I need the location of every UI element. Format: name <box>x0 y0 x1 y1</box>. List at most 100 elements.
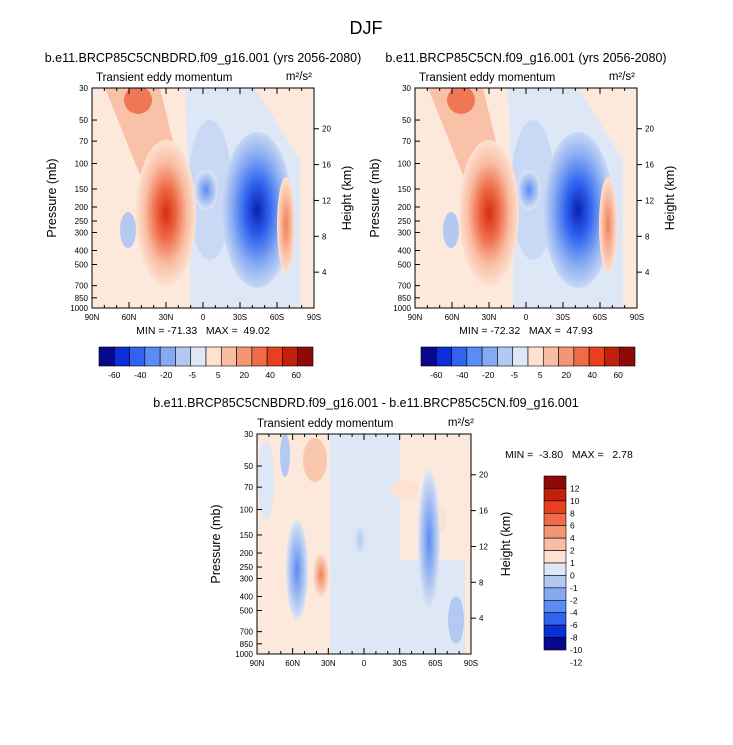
x-tick-label: 60S <box>593 313 607 322</box>
colorbar-swatch <box>543 612 567 626</box>
height-tick-label: 16 <box>322 161 331 170</box>
colorbar-label: 5 <box>216 370 221 380</box>
colorbar-label: -6 <box>570 620 578 630</box>
height-tick-label: 8 <box>645 232 650 241</box>
x-tick-label: 60S <box>428 659 442 668</box>
y-tick-label: 700 <box>398 282 412 291</box>
colorbar-label: -4 <box>570 608 578 618</box>
height-tick-label: 12 <box>479 542 488 551</box>
colorbar-swatch <box>98 346 115 367</box>
colorbar-label: 0 <box>570 570 575 580</box>
height-tick-label: 4 <box>645 268 650 277</box>
colorbar-label: 12 <box>570 483 580 493</box>
y-tick-label: 700 <box>240 628 254 637</box>
height-tick-label: 20 <box>479 471 488 480</box>
panel-2-units: m²/s² <box>609 71 635 83</box>
colorbar-swatch <box>543 637 567 651</box>
panel-2-x-ticks: 90N 60N 30N 0 30S 60S 90S <box>408 88 644 322</box>
panel-1-min-center <box>222 132 292 288</box>
colorbar-swatch <box>543 537 567 551</box>
colorbar-label: 40 <box>587 370 597 380</box>
y-tick-label: 250 <box>240 563 254 572</box>
colorbar-swatch <box>451 346 468 367</box>
y-tick-label: 70 <box>402 137 411 146</box>
colorbar-label: -1 <box>570 583 578 593</box>
panel-1-colorbar: -60 -40 -20 -5 5 20 40 60 <box>98 346 314 380</box>
y-tick-label: 150 <box>398 185 412 194</box>
colorbar-label: -60 <box>430 370 443 380</box>
panel-1-ylabel-right: Height (km) <box>340 166 354 231</box>
colorbar-label: -60 <box>108 370 121 380</box>
height-tick-label: 4 <box>322 268 327 277</box>
y-tick-label: 300 <box>75 228 89 237</box>
x-tick-label: 30S <box>393 659 407 668</box>
x-tick-label: 30N <box>321 659 336 668</box>
colorbar-swatch <box>420 346 437 367</box>
colorbar-swatch <box>144 346 161 367</box>
colorbar-swatch <box>543 587 567 601</box>
panel-1: b.e11.BRCP85C5CNBDRD.f09_g16.001 (yrs 20… <box>45 51 362 380</box>
y-tick-label: 150 <box>240 531 254 540</box>
panel-3-field <box>257 434 471 654</box>
panel-3-stats: MIN = -3.80 MAX = 2.78 <box>505 449 633 461</box>
colorbar-swatch <box>266 346 283 367</box>
colorbar-swatch <box>175 346 192 367</box>
y-tick-label: 200 <box>75 203 89 212</box>
colorbar-swatch <box>558 346 575 367</box>
panel-1-height-ticks: 20 16 12 8 4 <box>314 125 331 277</box>
colorbar-label: 8 <box>570 508 575 518</box>
height-tick-label: 8 <box>322 232 327 241</box>
x-tick-label: 90S <box>464 659 478 668</box>
x-tick-label: 0 <box>362 659 367 668</box>
y-tick-label: 150 <box>75 185 89 194</box>
y-tick-label: 300 <box>398 228 412 237</box>
panel-2-ylabel-right: Height (km) <box>663 166 677 231</box>
panel-3-ylabel: Pressure (mb) <box>209 504 223 583</box>
panel-2-max-center <box>459 140 519 286</box>
panel-1-subtitle: Transient eddy momentum <box>96 72 232 84</box>
colorbar-label: 6 <box>570 521 575 531</box>
colorbar-swatch <box>113 346 130 367</box>
panel-3-x-ticks: 90N 60N 30N 0 30S 60S 90S <box>250 434 478 668</box>
height-tick-label: 20 <box>322 125 331 134</box>
height-tick-label: 12 <box>645 196 654 205</box>
panel-3-height-ticks: 20 16 12 8 4 <box>471 471 488 623</box>
height-tick-label: 8 <box>479 578 484 587</box>
x-tick-label: 90S <box>630 313 644 322</box>
x-tick-label: 90S <box>307 313 321 322</box>
y-tick-label: 300 <box>240 574 254 583</box>
colorbar-label: -8 <box>570 633 578 643</box>
panel-2-subtitle: Transient eddy momentum <box>419 72 555 84</box>
colorbar-swatch <box>543 575 567 589</box>
colorbar-swatch <box>481 346 498 367</box>
colorbar-swatch <box>435 346 452 367</box>
figure-title: DJF <box>350 18 383 38</box>
panel-1-stats: MIN = -71.33 MAX = 49.02 <box>136 325 270 337</box>
x-tick-label: 30S <box>556 313 570 322</box>
colorbar-label: 2 <box>570 546 575 556</box>
colorbar-swatch <box>190 346 207 367</box>
colorbar-label: -20 <box>482 370 495 380</box>
colorbar-label: 60 <box>291 370 301 380</box>
colorbar-swatch <box>466 346 483 367</box>
x-tick-label: 90N <box>408 313 423 322</box>
y-tick-label: 700 <box>75 282 89 291</box>
colorbar-swatch <box>512 346 529 367</box>
y-tick-label: 50 <box>402 116 411 125</box>
panel-1-x-ticks: 90N 60N 30N 0 30S 60S 90S <box>85 88 321 322</box>
x-tick-label: 60S <box>270 313 284 322</box>
panel-2-ylabel: Pressure (mb) <box>368 158 382 237</box>
colorbar-swatch <box>619 346 636 367</box>
colorbar-label: 60 <box>613 370 623 380</box>
colorbar-swatch <box>543 475 567 489</box>
panel-3-max-center <box>313 553 329 597</box>
x-tick-label: 60N <box>285 659 300 668</box>
colorbar-swatch <box>573 346 590 367</box>
colorbar-swatch <box>159 346 176 367</box>
height-tick-label: 16 <box>479 507 488 516</box>
x-tick-label: 90N <box>250 659 265 668</box>
colorbar-label: -40 <box>456 370 469 380</box>
y-tick-label: 250 <box>75 217 89 226</box>
